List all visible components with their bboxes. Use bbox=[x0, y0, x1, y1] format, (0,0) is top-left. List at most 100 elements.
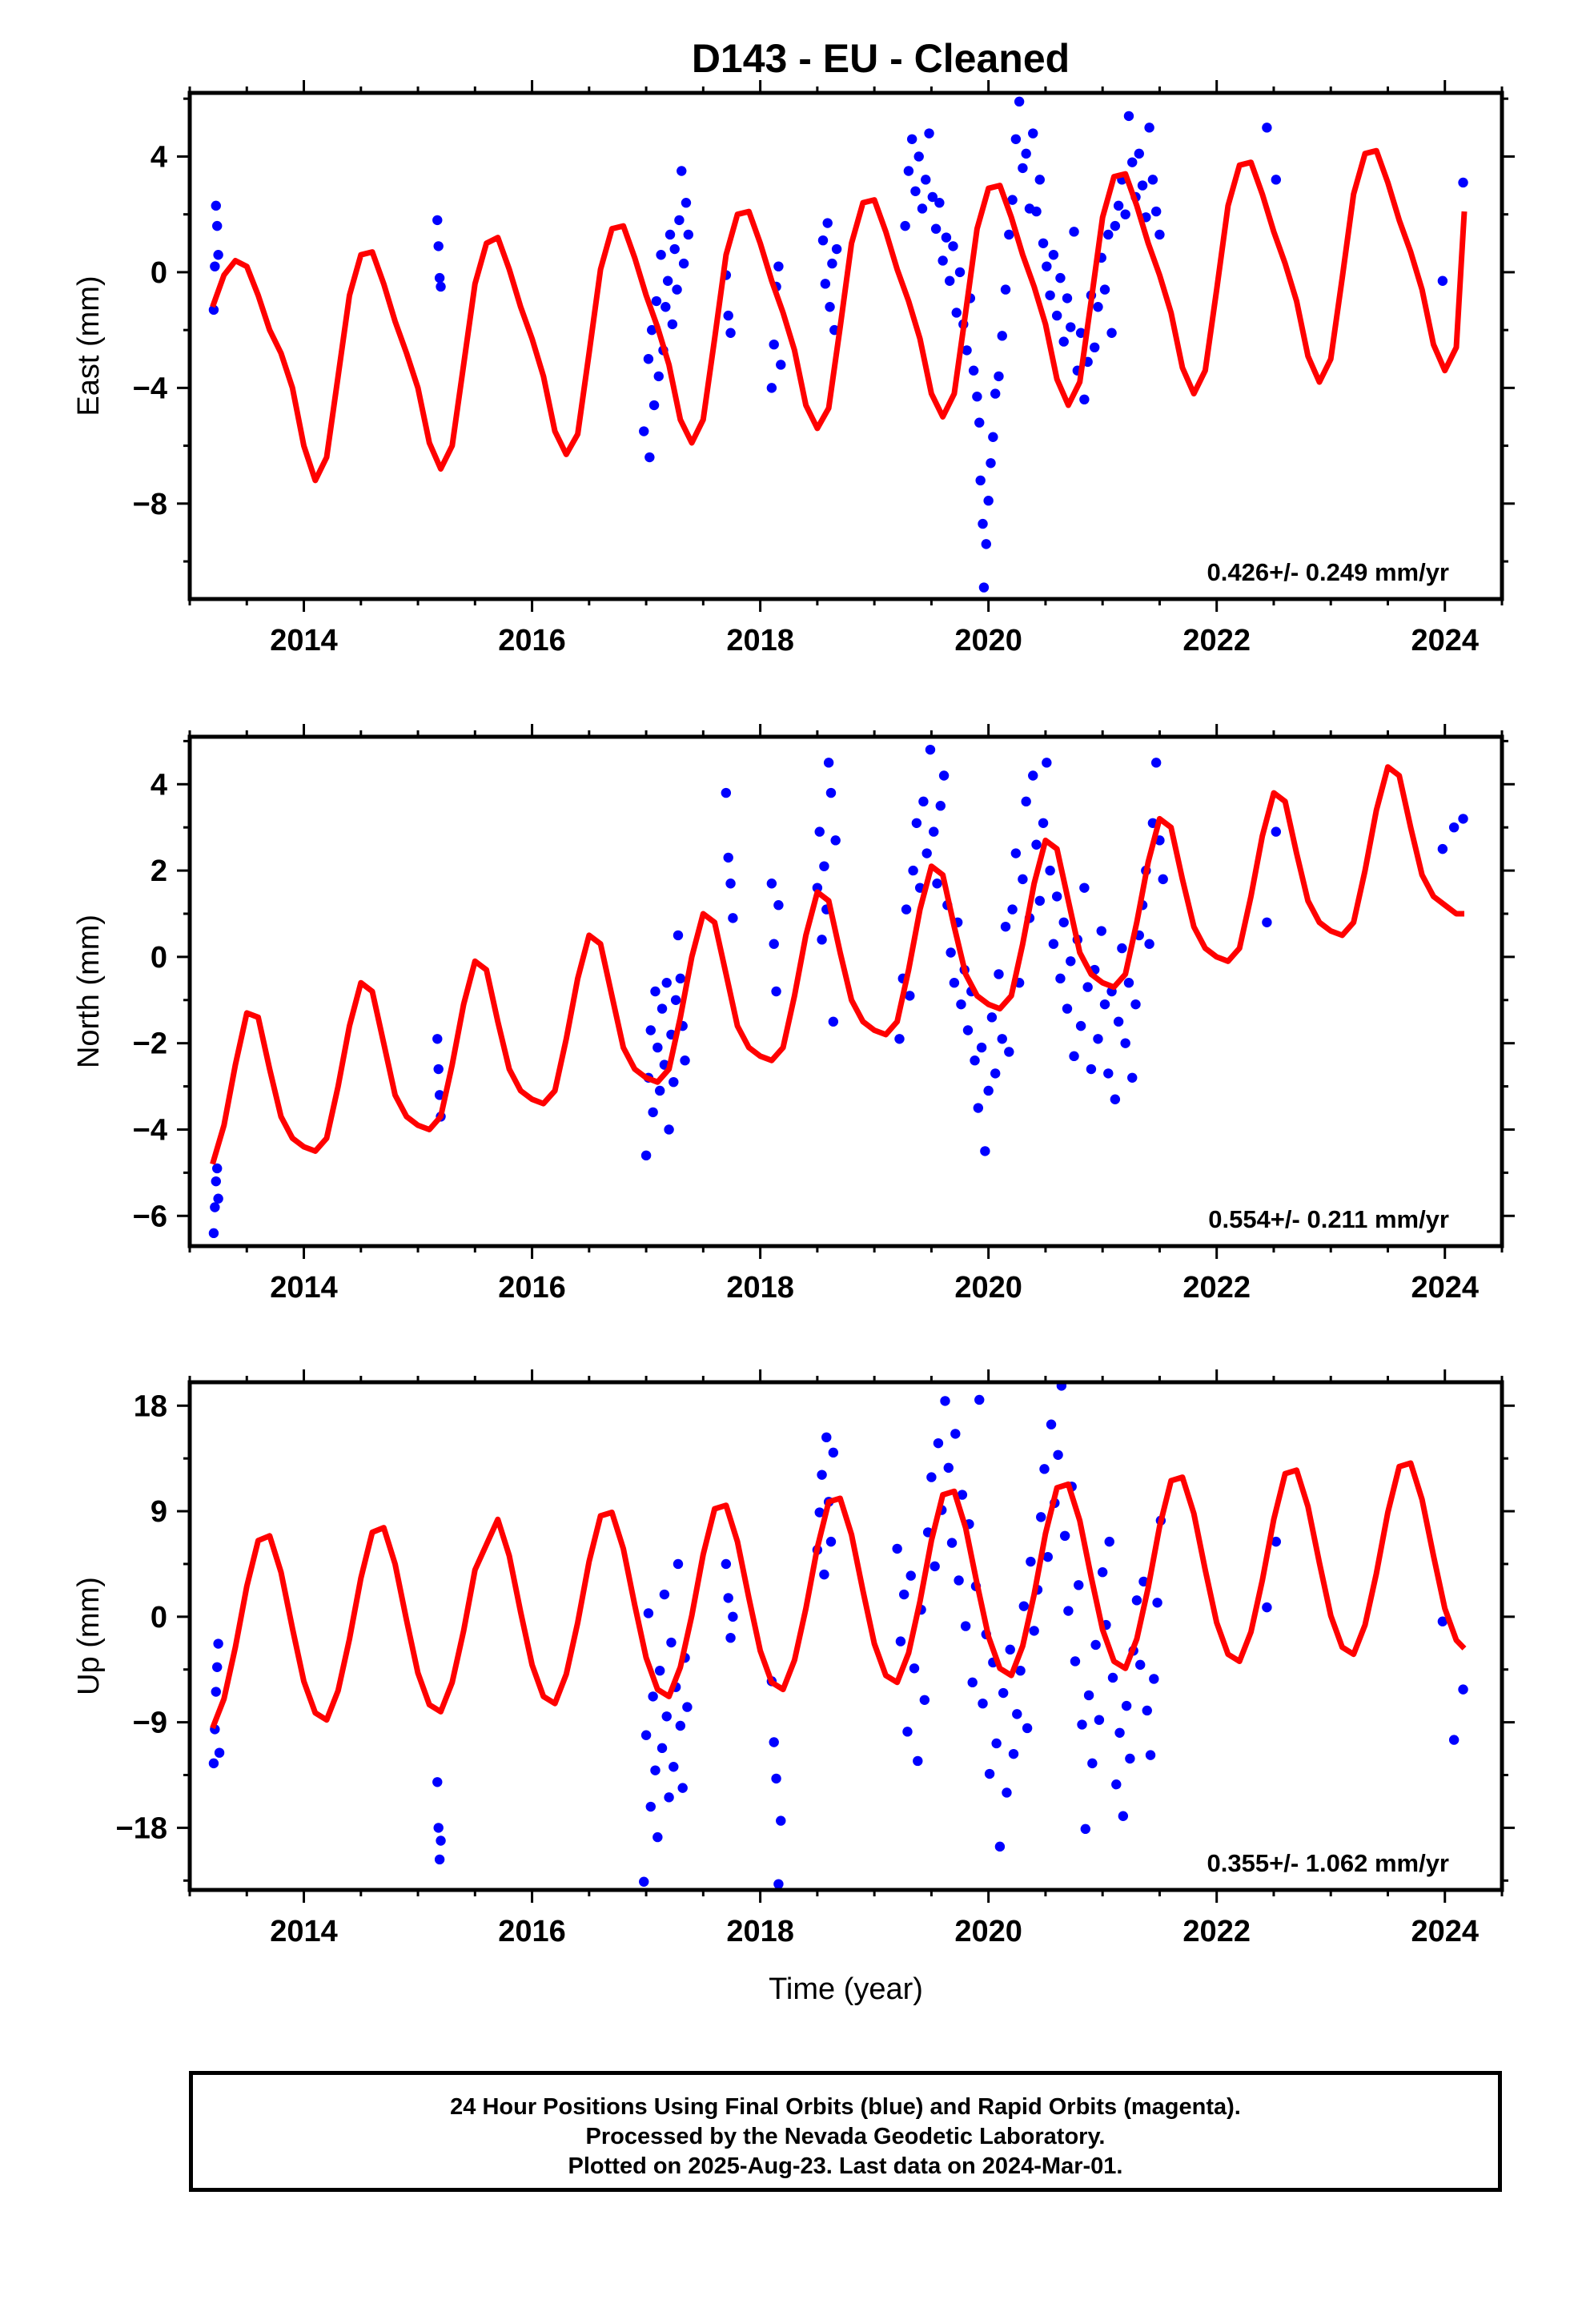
up-data-point bbox=[1029, 1626, 1039, 1636]
north-data-point bbox=[980, 1146, 990, 1156]
up-data-point bbox=[669, 1762, 679, 1772]
up-data-point bbox=[1059, 1530, 1070, 1542]
north-y-tick-label: −6 bbox=[133, 1200, 167, 1233]
north-x-tick-label: 2016 bbox=[498, 1271, 566, 1305]
east-data-point bbox=[1028, 128, 1038, 139]
up-data-point bbox=[954, 1575, 964, 1586]
up-data-point bbox=[725, 1632, 736, 1643]
north-data-point bbox=[1062, 1003, 1073, 1014]
east-data-point bbox=[648, 400, 660, 411]
north-data-point bbox=[823, 758, 834, 768]
up-data-point bbox=[1458, 1684, 1468, 1695]
north-data-point bbox=[1103, 1068, 1114, 1079]
east-data-point bbox=[1055, 272, 1066, 283]
east-y-tick-label: −8 bbox=[133, 488, 167, 521]
east-data-point bbox=[1048, 250, 1059, 260]
up-data-point bbox=[1083, 1690, 1094, 1701]
up-data-point bbox=[1056, 1382, 1067, 1391]
up-plot-frame bbox=[187, 1380, 1504, 1892]
east-data-point bbox=[974, 417, 985, 428]
east-data-point bbox=[1051, 310, 1062, 321]
up-points bbox=[208, 1382, 1468, 1889]
north-data-point bbox=[1144, 939, 1154, 949]
up-data-point bbox=[682, 1702, 693, 1712]
east-data-point bbox=[1110, 220, 1121, 231]
up-y-tick-label: −9 bbox=[133, 1707, 167, 1740]
north-data-point bbox=[1004, 1047, 1014, 1057]
east-data-point bbox=[669, 243, 680, 255]
east-data-point bbox=[1127, 157, 1138, 167]
up-data-point bbox=[434, 1854, 445, 1865]
up-data-point bbox=[432, 1777, 443, 1787]
east-data-point bbox=[944, 275, 955, 286]
north-data-point bbox=[932, 879, 942, 889]
north-data-point bbox=[669, 1076, 679, 1088]
east-data-point bbox=[934, 198, 945, 208]
north-data-point bbox=[1150, 758, 1162, 768]
up-rate-label: 0.355+/- 1.062 mm/yr bbox=[1207, 1849, 1449, 1877]
east-data-point bbox=[1014, 96, 1025, 107]
up-data-point bbox=[639, 1876, 649, 1887]
up-data-point bbox=[1118, 1811, 1129, 1821]
up-data-point bbox=[1121, 1700, 1132, 1711]
east-data-point bbox=[1271, 175, 1282, 185]
north-y-tick-label: 4 bbox=[151, 768, 167, 802]
up-data-point bbox=[776, 1815, 786, 1826]
up-data-point bbox=[817, 1470, 827, 1480]
up-data-point bbox=[957, 1490, 968, 1500]
north-y-tick-label: 0 bbox=[151, 941, 167, 975]
up-data-point bbox=[1022, 1723, 1033, 1734]
up-x-tick-label: 2022 bbox=[1182, 1915, 1251, 1948]
east-data-point bbox=[1113, 200, 1124, 211]
east-data-point bbox=[1103, 229, 1114, 240]
up-data-point bbox=[1131, 1595, 1142, 1606]
up-data-point bbox=[946, 1538, 958, 1548]
east-data-point bbox=[1021, 148, 1031, 159]
north-data-point bbox=[1086, 1063, 1097, 1075]
north-data-point bbox=[211, 1176, 221, 1187]
up-data-point bbox=[1070, 1656, 1081, 1667]
north-data-point bbox=[994, 969, 1004, 979]
up-data-point bbox=[214, 1747, 225, 1758]
north-data-point bbox=[1079, 883, 1090, 893]
up-data-point bbox=[1063, 1606, 1074, 1616]
north-data-point bbox=[1038, 818, 1049, 828]
east-data-point bbox=[1038, 238, 1049, 248]
up-data-point bbox=[656, 1743, 668, 1754]
east-plot-frame bbox=[187, 90, 1504, 601]
north-y-axis-label: North (mm) bbox=[72, 915, 106, 1068]
north-data-point bbox=[1075, 1020, 1086, 1031]
up-data-point bbox=[825, 1536, 837, 1547]
up-data-point bbox=[1094, 1715, 1105, 1725]
north-data-point bbox=[210, 1202, 220, 1212]
east-data-point bbox=[647, 324, 657, 336]
up-data-point bbox=[1074, 1580, 1084, 1590]
north-data-point bbox=[650, 986, 661, 997]
east-data-point bbox=[983, 496, 994, 506]
north-data-point bbox=[432, 1034, 443, 1044]
east-data-point bbox=[1093, 302, 1103, 312]
up-data-point bbox=[1145, 1750, 1156, 1760]
up-data-point bbox=[661, 1711, 672, 1722]
up-x-tick-label: 2018 bbox=[726, 1915, 794, 1948]
up-data-point bbox=[675, 1720, 686, 1731]
up-data-point bbox=[1149, 1674, 1159, 1684]
east-data-point bbox=[1137, 180, 1148, 191]
north-x-tick-label: 2022 bbox=[1182, 1271, 1251, 1305]
east-data-point bbox=[1045, 290, 1055, 300]
up-data-point bbox=[1111, 1779, 1122, 1790]
up-data-point bbox=[433, 1823, 444, 1833]
east-data-point bbox=[968, 365, 979, 376]
east-data-point bbox=[981, 539, 992, 549]
east-data-point bbox=[986, 458, 996, 468]
up-data-point bbox=[1046, 1419, 1057, 1429]
up-data-point bbox=[821, 1432, 832, 1443]
north-data-point bbox=[1066, 956, 1076, 967]
north-fit-line bbox=[210, 764, 1464, 1165]
up-x-tick-label: 2016 bbox=[498, 1915, 566, 1948]
east-data-point bbox=[825, 302, 835, 312]
north-y-tick-label: 2 bbox=[151, 854, 167, 888]
east-data-point bbox=[681, 198, 692, 208]
north-data-point bbox=[680, 1055, 690, 1066]
up-data-point bbox=[666, 1637, 677, 1648]
